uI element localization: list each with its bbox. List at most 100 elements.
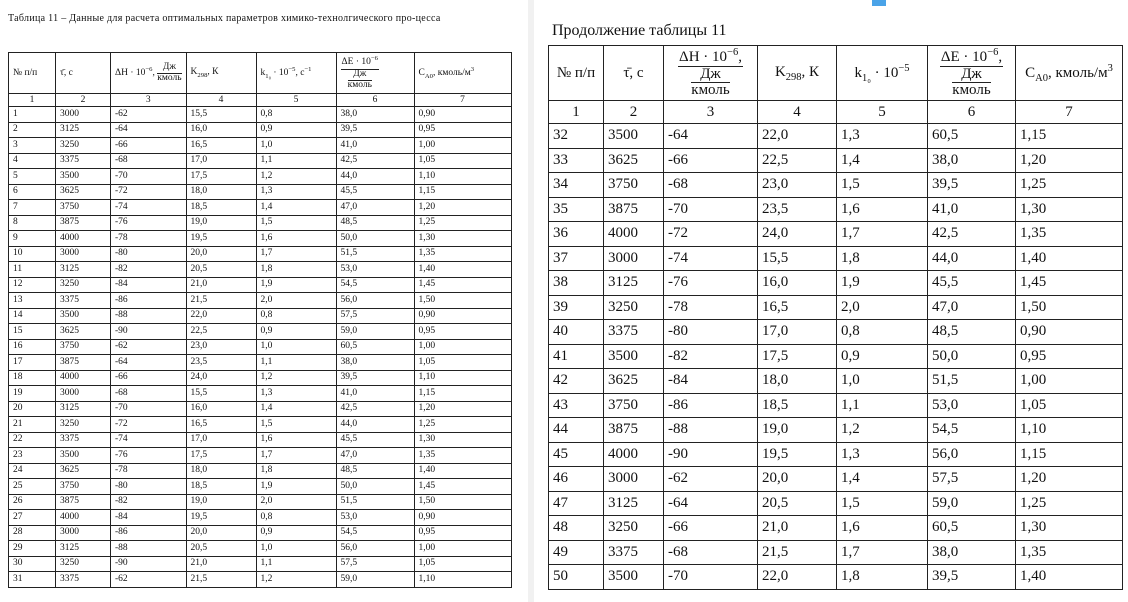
table-cell: 20,0	[185, 245, 257, 262]
table-cell: -86	[110, 292, 187, 309]
table-cell: 18,5	[757, 392, 837, 418]
header-text: τ̄, с	[623, 64, 644, 81]
table-cell: 47,0	[927, 294, 1016, 320]
header-cell: ΔH · 10−6, Дж кмоль	[663, 45, 758, 101]
table-cell: 3250	[55, 137, 111, 154]
table-row: 16 3750 -62 23,0 1,0 60,5 1,00	[8, 338, 512, 355]
icon	[872, 0, 886, 6]
header-cell: ΔE · 10−6, Дж кмоль	[927, 45, 1016, 101]
table-cell: 0,9	[836, 343, 928, 369]
table-cell: 50	[548, 564, 604, 590]
table-cell: 3000	[603, 245, 664, 271]
table-cell: 1,30	[413, 431, 512, 448]
table-cell: 25	[8, 478, 56, 495]
column-number: 6	[335, 93, 415, 107]
header-text: τ̄, с	[60, 68, 73, 78]
table-cell: 3250	[603, 294, 664, 320]
table-cell: 40	[548, 319, 604, 345]
table-cell: -90	[110, 555, 187, 572]
table-row: 35 3875 -70 23,5 1,6 41,0 1,30	[548, 196, 1123, 222]
table-cell: 5	[8, 168, 56, 185]
table-cell: 39,5	[335, 369, 415, 386]
table-cell: 45,5	[335, 183, 415, 200]
table-cell: 41	[548, 343, 604, 369]
table-cell: 42,5	[335, 152, 415, 169]
table-row: 48 3250 -66 21,0 1,6 60,5 1,30	[548, 515, 1123, 541]
table-cell: 3500	[55, 447, 111, 464]
table-cell: -86	[663, 392, 758, 418]
table-cell: -82	[663, 343, 758, 369]
table-cell: 53,0	[927, 392, 1016, 418]
table-cell: 44	[548, 417, 604, 443]
table-row: 29 3125 -88 20,5 1,0 56,0 1,00	[8, 540, 512, 557]
table-cell: 17,0	[185, 152, 257, 169]
table-cell: 1,25	[1015, 490, 1123, 516]
table-cell: 1,50	[413, 292, 512, 309]
table-cell: 35	[548, 196, 604, 222]
header-cell: CA0, кмоль/м3	[1015, 45, 1123, 101]
table-cell: 0,90	[1015, 319, 1123, 345]
table-cell: 1,2	[255, 571, 337, 588]
table-cell: 10	[8, 245, 56, 262]
table-cell: 1,40	[1015, 245, 1123, 271]
table-cell: 1,2	[255, 168, 337, 185]
table-row: 41 3500 -82 17,5 0,9 50,0 0,95	[548, 343, 1123, 369]
header-text: C	[1025, 64, 1036, 81]
header-main: K298, К	[774, 63, 820, 83]
fraction-denominator: Дж кмоль	[940, 66, 1003, 100]
table-cell: 22,0	[185, 307, 257, 324]
table-cell: -90	[110, 323, 187, 340]
table-cell: 22	[8, 431, 56, 448]
table-cell: 0,95	[1015, 343, 1123, 369]
table-cell: 54,5	[335, 524, 415, 541]
table-cell: 3875	[55, 214, 111, 231]
header-text: K	[774, 63, 786, 80]
table-cell: -88	[110, 307, 187, 324]
table-cell: 48	[548, 515, 604, 541]
table-cell: 1,15	[1015, 123, 1123, 149]
column-number: 7	[413, 93, 512, 107]
table-cell: 21	[8, 416, 56, 433]
table-cell: 18,5	[185, 199, 257, 216]
table-cell: 1,10	[1015, 417, 1123, 443]
table-row: 5 3500 -70 17,5 1,2 44,0 1,10	[8, 168, 512, 185]
header-text: , с	[295, 68, 305, 79]
table-cell: -64	[663, 490, 758, 516]
table-cell: 1,1	[255, 555, 337, 572]
table-cell: 3125	[55, 121, 111, 138]
table-cell: 3375	[603, 319, 664, 345]
table-cell: 2	[8, 121, 56, 138]
table-cell: 48,5	[335, 462, 415, 479]
table-cell: 22,0	[757, 123, 837, 149]
table-cell: -68	[110, 385, 187, 402]
table-cell: 51,5	[335, 493, 415, 510]
table-cell: 45,5	[927, 270, 1016, 296]
header-text: , К	[801, 63, 820, 80]
table-cell: 24,0	[757, 221, 837, 247]
table-cell: 1,6	[836, 196, 928, 222]
table-cell: 16,5	[185, 416, 257, 433]
header-main: № п/п	[13, 68, 37, 78]
table-cell: 45,5	[335, 431, 415, 448]
column-number: 2	[55, 93, 111, 107]
table-cell: 19,5	[185, 509, 257, 526]
table-cell: 3125	[55, 540, 111, 557]
column-number: 1	[548, 100, 604, 124]
table-cell: 20,0	[185, 524, 257, 541]
table-row: 46 3000 -62 20,0 1,4 57,5 1,20	[548, 466, 1123, 492]
table-cell: 18	[8, 369, 56, 386]
table-cell: 17,0	[757, 319, 837, 345]
table-cell: 3250	[603, 515, 664, 541]
table-cell: 1,00	[413, 540, 512, 557]
table-cell: 3375	[603, 539, 664, 565]
table-cell: -72	[663, 221, 758, 247]
header-main: k1₀ · 10−5, с−1	[261, 66, 312, 80]
table-cell: 23,0	[757, 172, 837, 198]
table-cell: 1,0	[255, 540, 337, 557]
table-cell: 56,0	[335, 540, 415, 557]
table-cell: 3750	[55, 478, 111, 495]
table-cell: 3500	[55, 307, 111, 324]
table-cell: 9	[8, 230, 56, 247]
table-cell: 1,25	[413, 214, 512, 231]
